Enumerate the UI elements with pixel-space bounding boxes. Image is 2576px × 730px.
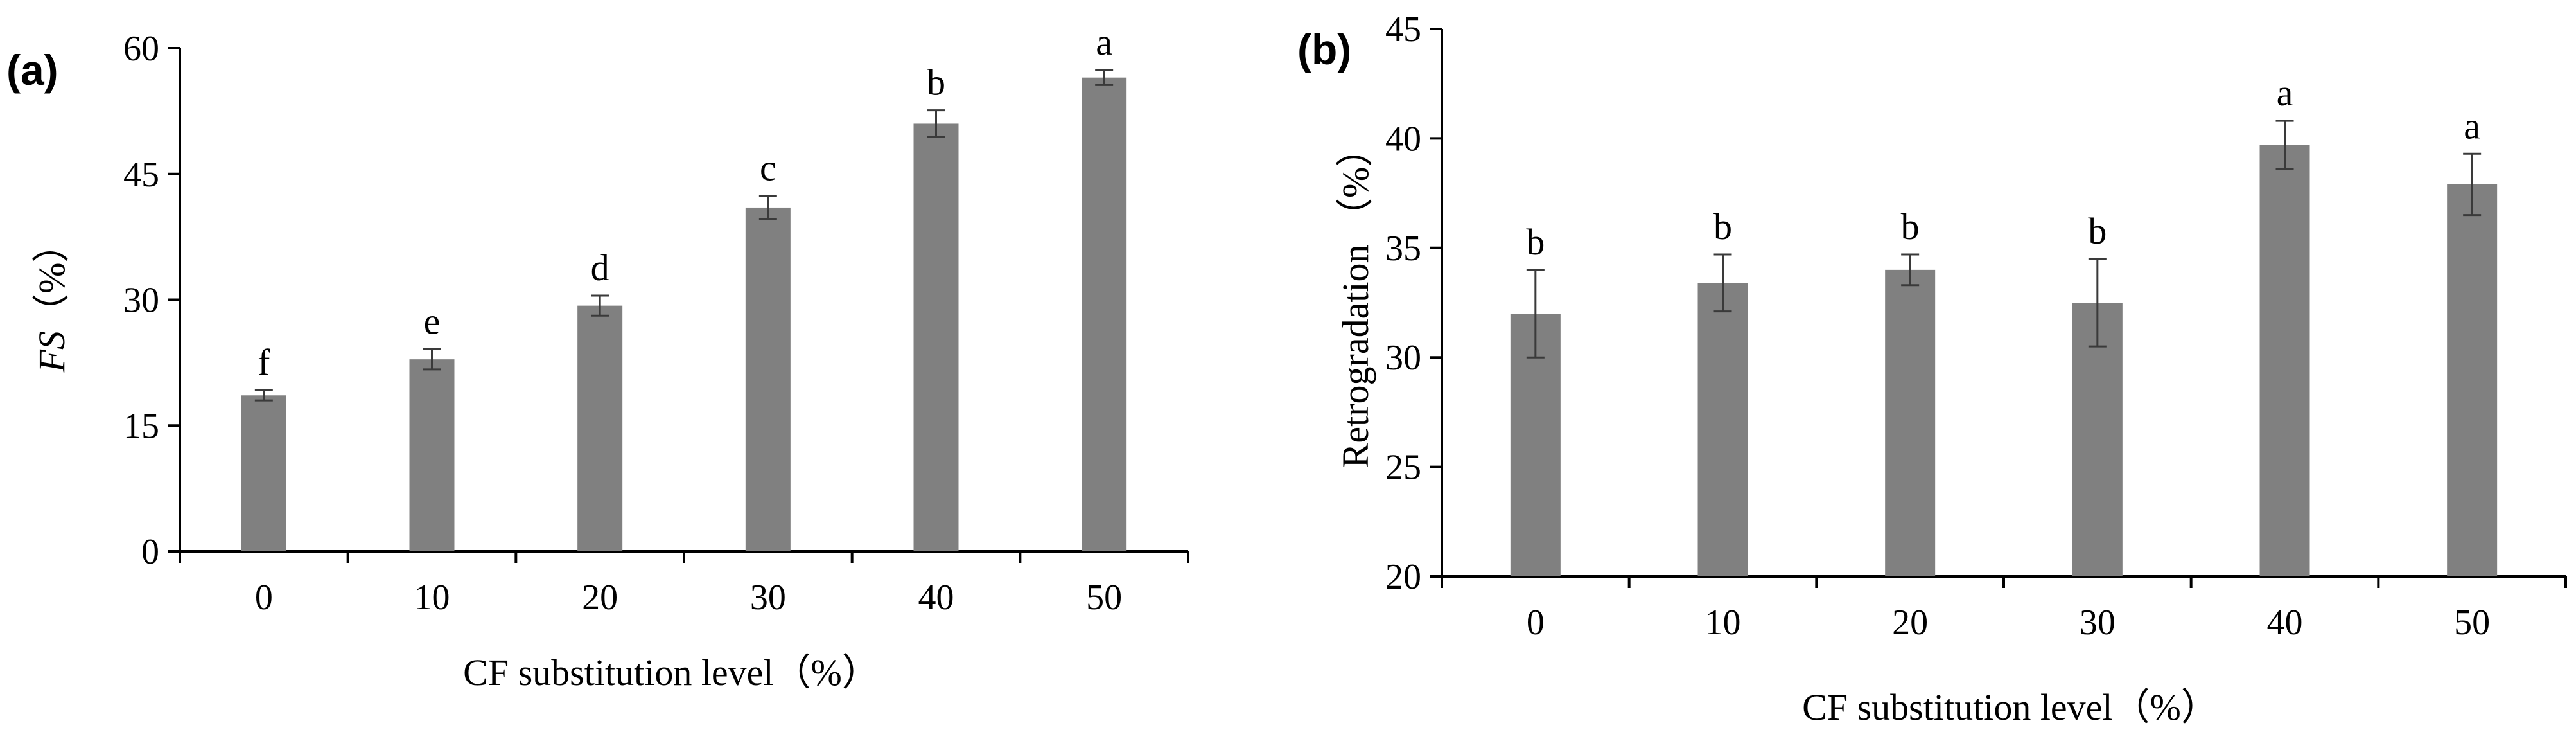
error-bar-b-2 [1901, 253, 1920, 287]
error-bar-a-3 [758, 195, 777, 220]
x-tick-label-a-4: 40 [918, 578, 954, 618]
y-tick-label-b-4: 40 [1385, 119, 1421, 159]
error-bar-a-0 [254, 389, 273, 402]
y-tick-label-b-0: 20 [1385, 557, 1421, 597]
significance-label-a-0: f [258, 341, 270, 383]
x-tick-label-b-5: 50 [2454, 603, 2490, 643]
chart-a: (a) FS（%） CF substitution level（%） 0 15 30… [6, 21, 1189, 693]
bar-a-0 [241, 395, 286, 551]
bar-a-1 [409, 359, 455, 551]
significance-label-a-2: d [591, 247, 609, 289]
error-bar-b-5 [2463, 152, 2482, 217]
significance-label-b-0: b [1526, 221, 1545, 263]
bar-a-5 [1082, 77, 1127, 552]
x-tick-label-a-0: 0 [255, 578, 273, 618]
y-tick-label-b-3: 35 [1385, 229, 1421, 269]
bar-b-1 [1697, 283, 1748, 576]
error-bar-b-0 [1526, 269, 1545, 359]
error-bar-b-1 [1713, 253, 1732, 313]
x-axis-label-b: CF substitution level（%） [1802, 686, 2218, 728]
significance-label-b-2: b [1901, 206, 1920, 247]
significance-label-b-3: b [2088, 210, 2107, 252]
plot-area-a: 0 15 30 45 60 f 0 e 10 d 20 c 30 b 40 a 50 [123, 21, 1189, 618]
panel-label-a: (a) [6, 46, 58, 94]
x-tick-label-b-4: 40 [2267, 603, 2303, 643]
x-tick-label-a-2: 20 [582, 578, 618, 618]
x-tick-label-b-1: 10 [1705, 603, 1741, 643]
y-axis-label-a-unit: （%） [31, 226, 73, 331]
significance-label-a-5: a [1096, 21, 1112, 63]
y-tick-label-b-5: 45 [1385, 10, 1421, 49]
bar-b-3 [2072, 303, 2123, 576]
error-bar-a-5 [1095, 69, 1114, 86]
error-bar-a-4 [927, 109, 945, 138]
error-bar-a-2 [591, 294, 609, 317]
x-tick-label-b-3: 30 [2080, 603, 2116, 643]
y-tick-label-a-0: 0 [141, 532, 159, 572]
significance-label-a-3: c [760, 147, 776, 189]
error-bar-b-3 [2088, 258, 2107, 348]
error-bar-b-4 [2275, 120, 2294, 170]
significance-label-a-4: b [927, 62, 945, 103]
y-tick-label-b-1: 25 [1385, 448, 1421, 488]
bar-b-4 [2259, 145, 2310, 576]
error-bar-a-1 [423, 348, 441, 371]
bar-a-2 [577, 305, 623, 551]
svg-text:FS（%）: FS（%） [31, 226, 73, 373]
panel-label-b: (b) [1297, 26, 1351, 73]
y-axis-label-a: FS（%） [31, 226, 73, 373]
bar-b-2 [1885, 269, 1936, 576]
significance-label-b-1: b [1713, 206, 1732, 247]
x-tick-label-a-1: 10 [414, 578, 450, 618]
y-axis-label-b: Retrogradation （%） [1335, 130, 1376, 468]
y-tick-label-a-1: 15 [123, 406, 159, 446]
bar-a-4 [913, 123, 959, 551]
y-axis-label-a-italic: FS [31, 331, 73, 373]
x-tick-label-a-5: 50 [1086, 578, 1122, 618]
bar-a-3 [745, 207, 791, 551]
significance-label-b-5: a [2464, 105, 2480, 147]
y-tick-label-b-2: 30 [1385, 338, 1421, 378]
significance-label-a-1: e [424, 300, 441, 342]
bar-b-5 [2447, 184, 2498, 576]
x-tick-label-b-0: 0 [1527, 603, 1545, 643]
y-tick-label-a-3: 45 [123, 155, 159, 195]
x-tick-label-a-3: 30 [750, 578, 786, 618]
chart-b: (b) Retrogradation （%） CF substitution l… [1297, 10, 2567, 728]
y-tick-label-a-2: 30 [123, 281, 159, 321]
x-tick-label-b-2: 20 [1892, 603, 1928, 643]
plot-area-b: 20 25 30 35 40 45 b 0 b 10 b 20 b 30 a 40 a 50 [1385, 10, 2567, 643]
x-axis-label-a: CF substitution level（%） [463, 652, 879, 693]
y-tick-label-a-4: 60 [123, 29, 159, 69]
significance-label-b-4: a [2277, 72, 2293, 114]
